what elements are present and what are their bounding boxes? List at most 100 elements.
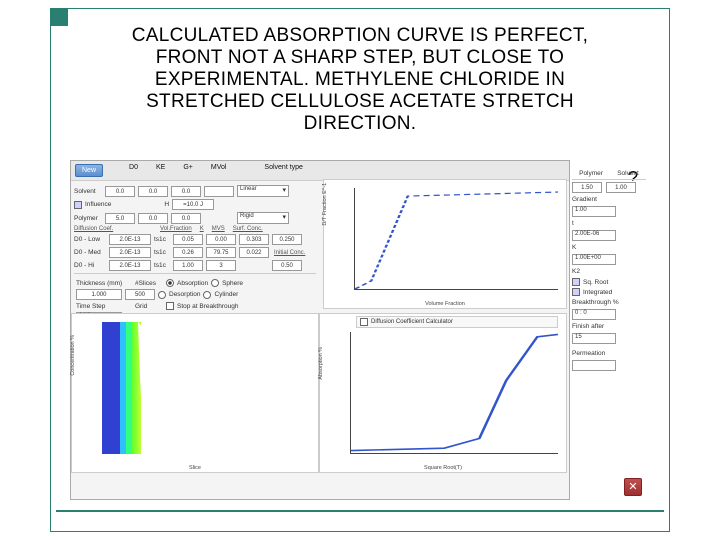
bl-ylabel: Concentration % xyxy=(70,335,76,376)
k2-label: K2 xyxy=(572,268,646,275)
d0med-m[interactable]: 0.022 xyxy=(239,247,269,258)
d0hi-ic[interactable]: 0.50 xyxy=(272,260,302,271)
d0low-k[interactable]: 0.00 xyxy=(206,234,236,245)
breakthrough-label: Breakthrough % xyxy=(572,299,646,306)
sqroot-label: Sq. Root xyxy=(583,279,608,286)
solvent-mvol-input[interactable] xyxy=(204,186,234,197)
hdr-d0: D0 xyxy=(129,164,138,177)
chart-concentration-heatmap: Concentration % Slice xyxy=(71,313,319,473)
plot-area-tr xyxy=(354,188,558,290)
polymer-v1-input[interactable]: 5.0 xyxy=(105,213,135,224)
finish-input[interactable]: 15 xyxy=(572,333,616,344)
hdr-solvent-type: Solvent type xyxy=(264,164,303,177)
thickness-label: Thickness (mm) xyxy=(76,280,132,287)
cylinder-radio[interactable] xyxy=(203,291,211,299)
d0low-val[interactable]: 2.0E-13 xyxy=(109,234,151,245)
diffcoef-calc-label: Diffusion Coefficient Calculator xyxy=(371,319,453,325)
side-hdr-poly: Polymer xyxy=(579,170,603,177)
d0low-vf[interactable]: 0.05 xyxy=(173,234,203,245)
chart-diffusion-vs-volfrac: D/T Fraction E^-1 Volume Fraction xyxy=(323,179,567,309)
side-hdr-solv: Solvent xyxy=(617,170,639,177)
br-xlabel: Square Root(T) xyxy=(424,465,462,471)
d0med-label: D0 - Med xyxy=(74,249,106,256)
d0med-val[interactable]: 2.0E-13 xyxy=(109,247,151,258)
new-button[interactable]: New xyxy=(75,164,103,177)
h-label: H xyxy=(164,201,169,208)
hdr-mvol: MVol xyxy=(211,164,227,177)
gradient-label: Gradient xyxy=(572,196,646,203)
slices-input[interactable]: 500 xyxy=(125,289,155,300)
sphere-radio[interactable] xyxy=(211,279,219,287)
bottom-rule xyxy=(56,510,664,512)
side-panel: Polymer Solvent 1.50 1.00 Gradient 1.00 … xyxy=(572,170,646,500)
solvent-type-select[interactable]: Linear xyxy=(237,185,289,197)
k-side-label: K xyxy=(572,244,646,251)
sqroot-checkbox[interactable] xyxy=(572,278,580,286)
diffcoef-calc-bar[interactable]: Diffusion Coefficient Calculator xyxy=(356,316,558,328)
plot-area-br xyxy=(350,332,558,454)
solvent-label: Solvent xyxy=(74,188,102,195)
polymer-v3-input[interactable]: 0.0 xyxy=(171,213,201,224)
desorption-label: Desorption xyxy=(169,291,200,298)
d0med-k[interactable]: 79.75 xyxy=(206,247,236,258)
desorption-radio[interactable] xyxy=(158,291,166,299)
stopbt-checkbox[interactable] xyxy=(166,302,174,310)
app-window: New D0 KE G+ MVol Solvent type Solvent 0… xyxy=(70,160,570,500)
polymer-v2-input[interactable]: 0.0 xyxy=(138,213,168,224)
d0low-m[interactable]: 0.303 xyxy=(239,234,269,245)
hdr-ge: G+ xyxy=(183,164,193,177)
diffcoef-header: Diffusion Coef. xyxy=(74,226,120,232)
stopbt-label: Stop at Breakthrough xyxy=(177,303,238,310)
k-header: K xyxy=(200,226,204,232)
d0low-t: ts1c xyxy=(154,236,170,243)
bl-xlabel: Slice xyxy=(189,465,201,471)
params-panel: Solvent 0.0 0.0 0.0 Linear Influence H =… xyxy=(71,181,319,331)
perm-input[interactable] xyxy=(572,360,616,371)
side-poly-input[interactable]: 1.50 xyxy=(572,182,602,193)
integrated-checkbox[interactable] xyxy=(572,288,580,296)
thickness-input[interactable]: 1.000 xyxy=(76,289,122,300)
absorption-label: Absorption xyxy=(177,280,208,287)
tr-xlabel: Volume Fraction xyxy=(425,301,465,307)
slices-label: #Slices xyxy=(135,280,163,287)
d0low-s[interactable]: 0.250 xyxy=(272,234,302,245)
side-solv-input[interactable]: 1.00 xyxy=(606,182,636,193)
d0hi-label: D0 - Hi xyxy=(74,262,106,269)
chart-absorption-vs-sqrtt: Diffusion Coefficient Calculator Absorpt… xyxy=(319,313,567,473)
d0hi-vf[interactable]: 1.00 xyxy=(173,260,203,271)
d0hi-t: ts1c xyxy=(154,262,170,269)
solvent-d0-input[interactable]: 0.0 xyxy=(105,186,135,197)
absorption-radio[interactable] xyxy=(166,279,174,287)
sphere-label: Sphere xyxy=(222,280,243,287)
mvs-header: MVS xyxy=(212,226,225,232)
h-input[interactable]: =10.0 J xyxy=(172,199,214,210)
d0hi-val[interactable]: 2.0E-13 xyxy=(109,260,151,271)
slide-title: CALCULATED ABSORPTION CURVE IS PERFECT, … xyxy=(51,9,669,141)
tr-ylabel: D/T Fraction E^-1 xyxy=(322,183,328,226)
polymer-label: Polymer xyxy=(74,215,102,222)
heatmap-area xyxy=(102,322,252,454)
grid-label: Grid xyxy=(135,303,163,310)
solvent-ke-input[interactable]: 0.0 xyxy=(138,186,168,197)
integrated-label: Integrated xyxy=(583,289,612,296)
column-headers: D0 KE G+ MVol Solvent type xyxy=(129,164,303,177)
diffcoef-calc-checkbox[interactable] xyxy=(360,318,368,326)
solvent-ge-input[interactable]: 0.0 xyxy=(171,186,201,197)
t-input[interactable]: 2.00E-06 xyxy=(572,230,616,241)
gradient-input[interactable]: 1.00 xyxy=(572,206,616,217)
k-side-input[interactable]: 1.00E+00 xyxy=(572,254,616,265)
initconc-header: Initial Conc. xyxy=(274,250,305,256)
influence-checkbox[interactable] xyxy=(74,201,82,209)
d0med-t: ts1c xyxy=(154,249,170,256)
d0hi-k[interactable]: 3 xyxy=(206,260,236,271)
cylinder-label: Cylinder xyxy=(214,291,238,298)
close-icon[interactable]: ✕ xyxy=(624,478,642,496)
breakthrough-value: 0 : 0 xyxy=(572,309,616,320)
d0med-vf[interactable]: 0.26 xyxy=(173,247,203,258)
t-label: t xyxy=(572,220,646,227)
br-ylabel: Absorption % xyxy=(318,347,324,380)
toolbar: New D0 KE G+ MVol Solvent type xyxy=(71,161,569,181)
polymer-type-select[interactable]: Rigid xyxy=(237,212,289,224)
surfconc-header: Surf. Conc. xyxy=(233,226,263,232)
perm-label: Permeation xyxy=(572,350,646,357)
